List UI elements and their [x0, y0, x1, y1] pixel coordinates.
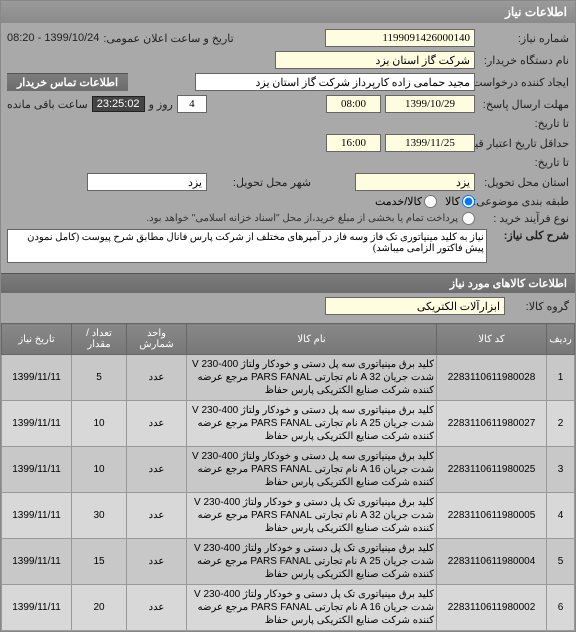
cell-code: 2283110611980027: [437, 401, 547, 447]
days-label: روز و: [149, 98, 173, 111]
process-note: پرداخت تمام یا بخشی از مبلغ خرید،از محل …: [146, 213, 458, 224]
price-valid-label: حداقل تاریخ اعتبار قیمت:: [479, 137, 569, 150]
req-no-label: شماره نیاز:: [479, 32, 569, 45]
resp-deadline-label: مهلت ارسال پاسخ:: [479, 98, 569, 111]
cell-code: 2283110611980025: [437, 447, 547, 493]
announce-label: تاریخ و ساعت اعلان عمومی:: [103, 32, 233, 45]
col-idx: ردیف: [547, 324, 575, 355]
cell-unit: عدد: [127, 539, 187, 585]
req-no-input[interactable]: [325, 29, 475, 47]
cell-code: 2283110611980004: [437, 539, 547, 585]
goods-section-title: اطلاعات کالاهای مورد نیاز: [1, 273, 575, 293]
group-label: گروه کالا:: [509, 300, 569, 313]
table-row[interactable]: 22283110611980027کلید برق مینیاتوری سه پ…: [2, 401, 575, 447]
cell-idx: 5: [547, 539, 575, 585]
cell-date: 1399/11/11: [2, 401, 72, 447]
process-radio-group: [462, 212, 475, 225]
cell-name: کلید برق مینیاتوری سه پل دستی و خودکار و…: [187, 355, 437, 401]
main-panel: اطلاعات نیاز شماره نیاز: تاریخ و ساعت اع…: [0, 0, 576, 632]
table-row[interactable]: 62283110611980002کلید برق مینیاتوری تک پ…: [2, 585, 575, 631]
group-input[interactable]: [325, 297, 505, 315]
until-label: تا تاریخ:: [479, 117, 569, 130]
cell-idx: 2: [547, 401, 575, 447]
cell-date: 1399/11/11: [2, 447, 72, 493]
cell-qty: 10: [72, 401, 127, 447]
resp-time-input[interactable]: [326, 95, 381, 113]
city-deliv-label: شهر محل تحویل:: [211, 176, 311, 189]
col-code: کد کالا: [437, 324, 547, 355]
table-row[interactable]: 42283110611980005کلید برق مینیاتوری تک پ…: [2, 493, 575, 539]
cell-name: کلید برق مینیاتوری تک پل دستی و خودکار و…: [187, 493, 437, 539]
cell-qty: 30: [72, 493, 127, 539]
radio-process[interactable]: [462, 212, 475, 225]
items-table: ردیف کد کالا نام کالا واحد شمارش تعداد /…: [1, 323, 575, 631]
table-row[interactable]: 32283110611980025کلید برق مینیاتوری سه پ…: [2, 447, 575, 493]
countdown-timer: 23:25:02: [92, 96, 145, 112]
col-unit: واحد شمارش: [127, 324, 187, 355]
cell-code: 2283110611980002: [437, 585, 547, 631]
class-radio-group: کالا کالا/خدمت: [375, 195, 475, 208]
cell-date: 1399/11/11: [2, 539, 72, 585]
cell-idx: 6: [547, 585, 575, 631]
col-qty: تعداد / مقدار: [72, 324, 127, 355]
cell-idx: 1: [547, 355, 575, 401]
cell-date: 1399/11/11: [2, 585, 72, 631]
table-header-row: ردیف کد کالا نام کالا واحد شمارش تعداد /…: [2, 324, 575, 355]
cell-qty: 5: [72, 355, 127, 401]
remain-label: ساعت باقی مانده: [7, 98, 88, 111]
cell-code: 2283110611980005: [437, 493, 547, 539]
cell-unit: عدد: [127, 447, 187, 493]
cell-name: کلید برق مینیاتوری سه پل دستی و خودکار و…: [187, 401, 437, 447]
cell-unit: عدد: [127, 355, 187, 401]
contact-tab[interactable]: اطلاعات تماس خریدار: [7, 73, 128, 91]
price-valid-time-input[interactable]: [326, 134, 381, 152]
col-name: نام کالا: [187, 324, 437, 355]
cell-date: 1399/11/11: [2, 493, 72, 539]
cell-unit: عدد: [127, 585, 187, 631]
city-deliv-input[interactable]: [87, 173, 207, 191]
creator-label: ایجاد کننده درخواست:: [479, 76, 569, 89]
table-row[interactable]: 52283110611980004کلید برق مینیاتوری تک پ…: [2, 539, 575, 585]
main-desc-label: شرح کلی نیاز:: [491, 229, 569, 242]
resp-date-input[interactable]: [385, 95, 475, 113]
cell-unit: عدد: [127, 493, 187, 539]
class-label: طبقه بندی موضوعی:: [479, 195, 569, 208]
buyer-name-input[interactable]: [275, 51, 475, 69]
table-row[interactable]: 12283110611980028کلید برق مینیاتوری سه پ…: [2, 355, 575, 401]
state-deliv-label: استان محل تحویل:: [479, 176, 569, 189]
state-deliv-input[interactable]: [355, 173, 475, 191]
until2-label: تا تاریخ:: [479, 156, 569, 169]
cell-name: کلید برق مینیاتوری سه پل دستی و خودکار و…: [187, 447, 437, 493]
panel-title: اطلاعات نیاز: [1, 1, 575, 23]
cell-qty: 20: [72, 585, 127, 631]
radio-service[interactable]: کالا/خدمت: [375, 195, 437, 208]
price-valid-date-input[interactable]: [385, 134, 475, 152]
cell-unit: عدد: [127, 401, 187, 447]
cell-name: کلید برق مینیاتوری تک پل دستی و خودکار و…: [187, 539, 437, 585]
cell-code: 2283110611980028: [437, 355, 547, 401]
cell-date: 1399/11/11: [2, 355, 72, 401]
header-form: شماره نیاز: تاریخ و ساعت اعلان عمومی: 13…: [1, 23, 575, 273]
cell-idx: 4: [547, 493, 575, 539]
process-label: نوع فرآیند خرید :: [479, 212, 569, 225]
col-date: تاریخ نیاز: [2, 324, 72, 355]
announce-value: 1399/10/24 - 08:20: [7, 32, 99, 44]
cell-qty: 15: [72, 539, 127, 585]
creator-input[interactable]: [195, 73, 475, 91]
days-input: [177, 95, 207, 113]
cell-qty: 10: [72, 447, 127, 493]
cell-idx: 3: [547, 447, 575, 493]
cell-name: کلید برق مینیاتوری تک پل دستی و خودکار و…: [187, 585, 437, 631]
buyer-name-label: نام دستگاه خریدار:: [479, 54, 569, 67]
radio-goods[interactable]: کالا: [445, 195, 475, 208]
main-desc-textarea[interactable]: [7, 229, 487, 263]
